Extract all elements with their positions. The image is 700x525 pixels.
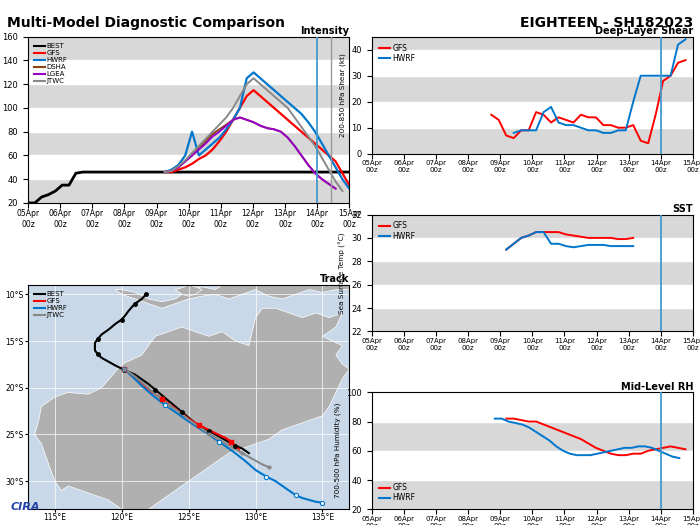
Bar (28, 60, 349, 84)
Legend: BEST, GFS, HWRF, JTWC: BEST, GFS, HWRF, JTWC (32, 288, 71, 321)
Bar (28, 155, 349, 179)
Text: Deep-Layer Shear: Deep-Layer Shear (595, 26, 693, 36)
Bar (28, 108, 349, 132)
Bar (372, 451, 693, 480)
Y-axis label: 200-850 hPa Shear (kt): 200-850 hPa Shear (kt) (340, 54, 346, 137)
Text: Multi-Model Diagnostic Comparison: Multi-Model Diagnostic Comparison (7, 16, 285, 30)
Legend: GFS, HWRF: GFS, HWRF (376, 218, 419, 244)
Legend: BEST, GFS, HWRF, DSHA, LGEA, JTWC: BEST, GFS, HWRF, DSHA, LGEA, JTWC (32, 40, 71, 87)
Y-axis label: 700-500 hPa Humidity (%): 700-500 hPa Humidity (%) (334, 403, 341, 498)
Text: Mid-Level RH: Mid-Level RH (620, 382, 693, 392)
Text: Track: Track (320, 274, 349, 284)
Bar (372, 102, 693, 128)
Text: SST: SST (673, 204, 693, 214)
Bar (372, 50, 693, 76)
Bar (372, 285, 693, 308)
Y-axis label: Sea Surface Temp (°C): Sea Surface Temp (°C) (339, 232, 346, 314)
Text: Intensity: Intensity (300, 26, 349, 36)
Polygon shape (115, 276, 349, 308)
Legend: GFS, HWRF: GFS, HWRF (376, 40, 419, 66)
Polygon shape (35, 308, 349, 514)
Polygon shape (175, 285, 202, 296)
Bar (372, 238, 693, 261)
Bar (372, 392, 693, 422)
Text: EIGHTEEN - SH182023: EIGHTEEN - SH182023 (519, 16, 693, 30)
Text: CIRA: CIRA (10, 502, 40, 512)
Legend: GFS, HWRF: GFS, HWRF (376, 480, 419, 506)
